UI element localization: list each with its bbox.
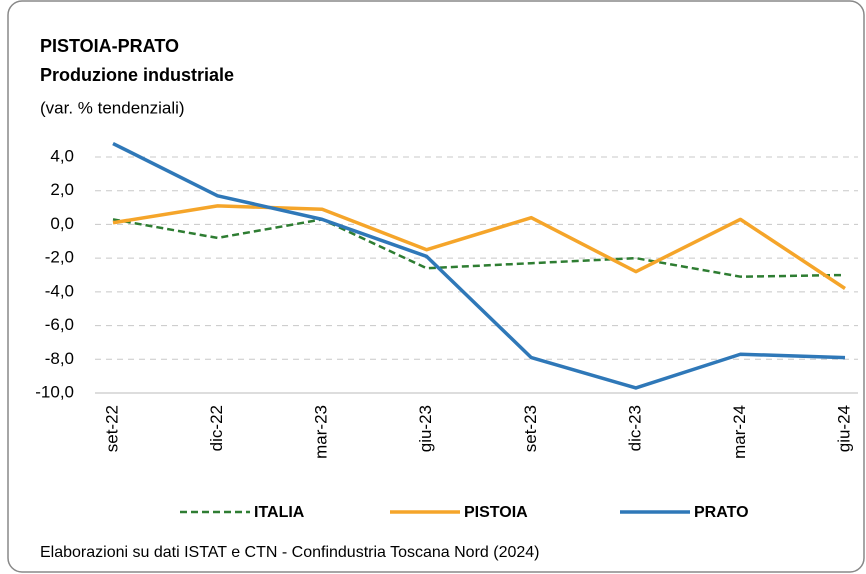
- y-tick-label: -10,0: [35, 382, 74, 401]
- x-tick-label: dic-23: [625, 405, 644, 451]
- x-tick-label: set-22: [102, 405, 121, 452]
- y-tick-label: 4,0: [50, 146, 74, 165]
- chart-title: PISTOIA-PRATO: [40, 36, 179, 56]
- legend-label: PISTOIA: [464, 504, 528, 521]
- legend-label: PRATO: [694, 504, 749, 521]
- chart-border: [7, 0, 865, 573]
- y-tick-label: 0,0: [50, 214, 74, 233]
- legend-label: ITALIA: [254, 504, 305, 521]
- x-tick-label: dic-22: [207, 405, 226, 451]
- y-tick-label: -8,0: [45, 349, 74, 368]
- y-axis-label: (var. % tendenziali): [40, 98, 185, 117]
- x-tick-label: set-23: [521, 405, 540, 452]
- chart-subtitle: Produzione industriale: [40, 65, 234, 85]
- x-tick-label: giu-24: [834, 405, 853, 452]
- y-tick-label: -2,0: [45, 248, 74, 267]
- x-tick-label: mar-24: [730, 405, 749, 459]
- line-series: [112, 218, 846, 278]
- line-series: [112, 141, 846, 390]
- x-tick-label: mar-23: [312, 405, 331, 459]
- y-tick-label: -4,0: [45, 281, 74, 300]
- y-tick-label: 2,0: [50, 180, 74, 199]
- source-note: Elaborazioni su dati ISTAT e CTN - Confi…: [40, 544, 540, 561]
- line-series: [112, 204, 846, 290]
- y-tick-label: -6,0: [45, 315, 74, 334]
- x-tick-label: giu-23: [416, 405, 435, 452]
